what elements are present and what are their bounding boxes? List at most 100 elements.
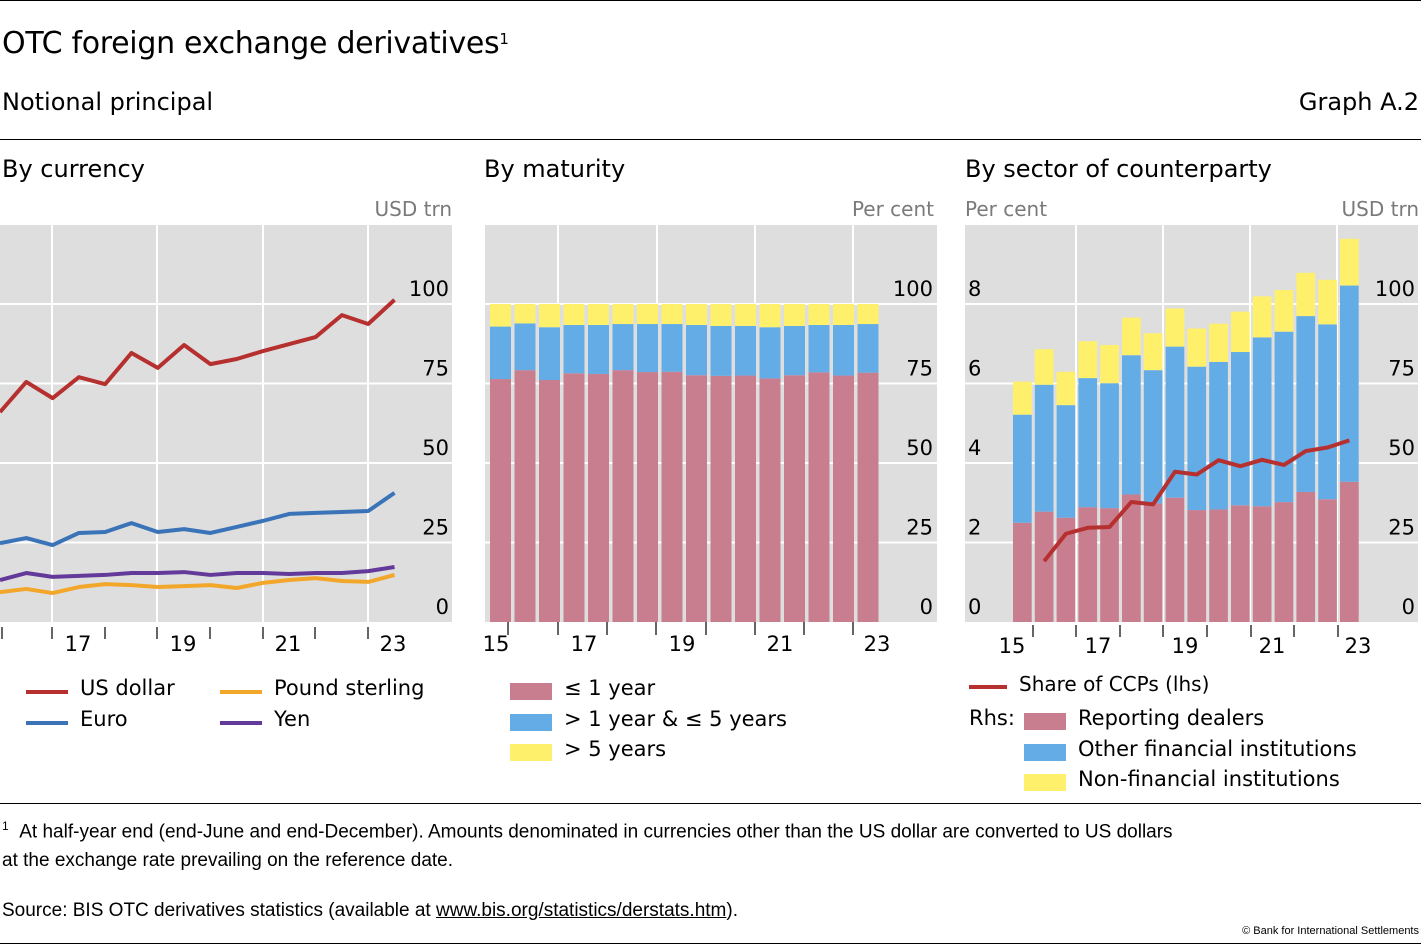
bar-segment-non-financial	[1100, 345, 1119, 384]
bar-segment-le1y	[759, 378, 781, 622]
y-tick-label-right: 25	[1388, 516, 1415, 540]
bar-segment-gt5y	[563, 304, 585, 325]
bar-segment-le1y	[563, 373, 585, 622]
y-tick-label-left: 4	[968, 436, 981, 460]
legend-label: Share of CCPs (lhs)	[1019, 672, 1210, 696]
legend-label: Non-financial institutions	[1078, 767, 1340, 791]
bar-segment-reporting-dealers	[1078, 507, 1098, 622]
legend-swatch	[510, 744, 552, 761]
bar-segment-other-financial	[1209, 361, 1228, 510]
bar-segment-non-financial	[1078, 341, 1098, 379]
currency-chart: 0 25 50 75 100 17 19 21 23	[0, 225, 452, 656]
x-tick-label: 19	[1172, 634, 1199, 658]
bar-segment-non-financial	[1318, 279, 1337, 325]
legend-currency: US dollar Pound sterling Euro Yen	[0, 676, 470, 746]
title-footnote-mark: 1	[499, 30, 509, 48]
bar-segment-1to5y	[490, 326, 511, 380]
bar-segment-other-financial	[1252, 337, 1272, 507]
bar-segment-other-financial	[1165, 346, 1185, 498]
bar-segment-other-financial	[1274, 331, 1294, 503]
y-tick-label: 0	[436, 595, 449, 619]
footnote-line2: at the exchange rate prevailing on the r…	[2, 850, 454, 871]
bar-segment-non-financial	[1165, 308, 1185, 347]
bar-segment-non-financial	[1340, 238, 1359, 286]
y-tick-label: 50	[422, 436, 449, 460]
bar-segment-gt5y	[784, 304, 805, 326]
legend-swatch-line	[969, 685, 1007, 689]
y-tick-label-left: 8	[968, 277, 981, 301]
x-tick-label: 21	[1259, 634, 1286, 658]
maturity-chart: 0 25 50 75 100 15 17 19 21 23	[483, 225, 937, 656]
bar-segment-gt5y	[808, 304, 830, 325]
legend-label: Reporting dealers	[1078, 706, 1265, 730]
y-tick-label: 75	[422, 357, 449, 381]
y-tick-label-left: 2	[968, 516, 981, 540]
bar-segment-reporting-dealers	[1340, 481, 1359, 622]
top-rule	[0, 0, 1421, 1]
x-tick-label: 17	[1085, 634, 1112, 658]
bar-segment-gt5y	[857, 304, 879, 325]
footer-rule	[0, 803, 1421, 804]
bar-segment-le1y	[710, 375, 732, 622]
bar-segment-non-financial	[1231, 311, 1250, 353]
header-rule	[0, 139, 1421, 140]
source-prefix: Source: BIS OTC derivatives statistics (…	[2, 900, 436, 921]
bar-segment-other-financial	[1340, 285, 1359, 482]
bar-segment-reporting-dealers	[1318, 499, 1337, 622]
bar-segment-1to5y	[759, 327, 781, 379]
plot-background	[0, 225, 452, 622]
bar-segment-other-financial	[1231, 352, 1250, 506]
panel-title-sector: By sector of counterparty	[965, 155, 1272, 183]
legend-swatch-line	[220, 690, 262, 694]
bar-segment-gt5y	[710, 304, 732, 326]
y-tick-label-left: 0	[968, 595, 981, 619]
series-line-yen	[0, 565, 395, 582]
source-link[interactable]: www.bis.org/statistics/derstats.htm	[436, 900, 727, 921]
bar-segment-other-financial	[1143, 370, 1163, 504]
y-tick-label-right: 50	[1388, 436, 1415, 460]
y-tick-label-right: 75	[1388, 357, 1415, 381]
bar-segment-gt5y	[686, 304, 707, 325]
bar-segment-gt5y	[661, 304, 683, 325]
footnote: 1 At half-year end (end-June and end-Dec…	[2, 819, 1173, 843]
legend-sector: Share of CCPs (lhs) Rhs: Reporting deale…	[960, 672, 1420, 797]
bar-segment-1to5y	[588, 324, 609, 374]
bar-segment-other-financial	[1056, 405, 1076, 518]
sector-chart: 0 25 50 75 100 0 2 4 6 8 15 17 19 21 23	[965, 225, 1418, 658]
legend-swatch	[1024, 744, 1066, 761]
legend-swatch-line	[26, 690, 68, 694]
bar-segment-non-financial	[1274, 290, 1294, 332]
bar-segment-gt5y	[490, 304, 511, 327]
x-tick-label: 15	[483, 632, 510, 656]
bar-segment-other-financial	[1296, 316, 1316, 492]
series-line-euro	[0, 491, 396, 548]
bar-segment-gt5y	[539, 304, 560, 328]
unit-label-sector-right: USD trn	[1341, 197, 1419, 221]
bar-segment-other-financial	[1078, 378, 1098, 508]
legend-label: Yen	[274, 707, 311, 731]
bar-segment-gt5y	[588, 304, 609, 325]
bar-segment-1to5y	[563, 324, 585, 374]
footnote-line1: At half-year end (end-June and end-Decem…	[19, 821, 1173, 843]
series-line-us-dollar	[0, 298, 396, 414]
bar-segment-le1y	[735, 375, 756, 622]
y-tick-label-right: 0	[1402, 595, 1415, 619]
y-tick-label: 100	[409, 277, 449, 301]
bar-segment-1to5y	[661, 324, 683, 372]
footnote-mark: 1	[2, 819, 9, 833]
bar-segment-le1y	[857, 372, 879, 622]
bar-segment-le1y	[612, 370, 634, 622]
bar-segment-non-financial	[1034, 349, 1054, 385]
bar-segment-reporting-dealers	[1100, 508, 1119, 622]
bar-segment-1to5y	[808, 324, 830, 373]
bar-segment-non-financial	[1209, 323, 1228, 362]
bar-segment-le1y	[588, 373, 609, 622]
bar-segment-non-financial	[1056, 371, 1076, 406]
legend-swatch	[1024, 713, 1066, 730]
y-tick-label: 25	[906, 516, 933, 540]
bottom-rule	[0, 943, 1421, 944]
bar-segment-reporting-dealers	[1252, 506, 1272, 622]
source-suffix: ).	[726, 900, 738, 921]
bar-segment-non-financial	[1187, 328, 1207, 367]
x-tick-label: 17	[571, 632, 598, 656]
